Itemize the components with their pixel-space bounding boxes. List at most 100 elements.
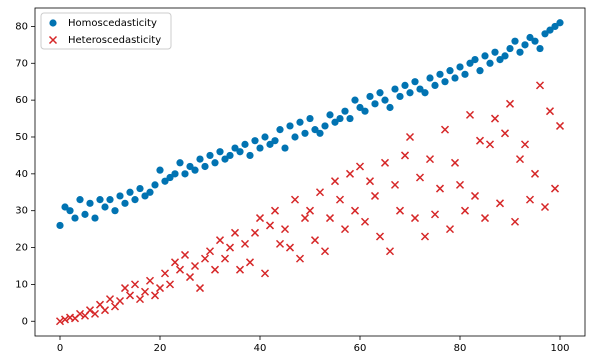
x-marker (355, 162, 365, 171)
x-marker (485, 140, 495, 149)
point (281, 144, 289, 152)
point (391, 85, 399, 93)
x-marker (475, 136, 485, 145)
x-marker (175, 265, 185, 274)
point (526, 33, 534, 42)
x-marker (48, 35, 58, 45)
point (411, 78, 419, 86)
x-marker (180, 250, 190, 259)
x-marker (365, 177, 375, 186)
x-marker (405, 132, 415, 142)
x-tick-label: 20 (154, 343, 167, 354)
x-marker (515, 155, 525, 164)
point (91, 214, 99, 222)
x-marker (375, 232, 385, 241)
point (221, 155, 229, 163)
x-marker (255, 214, 265, 223)
x-marker (190, 261, 200, 271)
x-marker (160, 269, 170, 278)
x-marker (195, 284, 205, 293)
x-marker (340, 225, 350, 234)
point (516, 48, 524, 56)
x-marker (135, 295, 145, 304)
x-marker (410, 214, 420, 223)
point (61, 203, 69, 211)
x-marker (245, 258, 255, 267)
point (431, 81, 439, 89)
point (296, 118, 304, 126)
x-marker (325, 214, 335, 223)
point (521, 41, 529, 49)
point (236, 148, 244, 156)
x-marker (530, 169, 540, 178)
x-marker (280, 225, 290, 234)
point (241, 140, 249, 148)
point (111, 207, 119, 215)
x-marker (220, 254, 230, 263)
x-marker (400, 151, 410, 160)
point (166, 173, 174, 182)
x-marker (215, 236, 225, 245)
x-marker (465, 110, 475, 119)
point (76, 196, 84, 204)
y-tick-label: 0 (22, 316, 28, 327)
x-marker (395, 206, 405, 215)
point (226, 151, 234, 160)
x-marker (390, 180, 400, 189)
point (451, 74, 459, 82)
point (121, 199, 129, 207)
x-marker (435, 184, 445, 193)
point (326, 111, 334, 119)
x-marker (540, 202, 550, 212)
point (266, 140, 274, 148)
x-marker (415, 173, 425, 182)
y-tick-label: 60 (15, 95, 28, 106)
point (141, 192, 149, 200)
point (126, 188, 134, 196)
y-tick-label: 20 (15, 243, 28, 254)
point (356, 103, 364, 112)
point (421, 89, 429, 97)
x-marker (450, 158, 460, 167)
point (401, 81, 409, 89)
point (546, 26, 554, 34)
point (286, 122, 294, 130)
x-marker (520, 140, 530, 149)
x-marker (295, 254, 305, 263)
x-tick-label: 60 (354, 343, 367, 354)
point (406, 89, 414, 97)
x-marker (360, 217, 370, 226)
point (211, 159, 219, 167)
point (216, 148, 224, 156)
point (136, 184, 144, 193)
x-marker (495, 199, 505, 208)
legend: Homoscedasticity Heteroscedasticity (40, 12, 172, 50)
point (366, 92, 374, 101)
x-marker (90, 309, 100, 318)
point (206, 151, 214, 160)
point (106, 196, 114, 204)
x-marker (345, 169, 355, 178)
point (361, 107, 369, 115)
point (551, 22, 559, 31)
x-marker (480, 214, 490, 223)
point (471, 55, 479, 64)
x-marker (145, 276, 155, 285)
x-marker (225, 243, 235, 252)
point (71, 214, 79, 222)
x-marker (125, 291, 135, 300)
point (316, 129, 324, 137)
x-marker (510, 217, 520, 226)
x-marker (200, 254, 210, 263)
x-marker (350, 206, 360, 215)
point (486, 59, 494, 67)
point (506, 44, 514, 53)
x-tick-label: 40 (254, 343, 267, 354)
x-marker (170, 258, 180, 267)
x-marker (555, 121, 565, 130)
x-marker (420, 232, 430, 241)
point (49, 19, 57, 27)
x-marker (310, 236, 320, 245)
x-marker (240, 239, 250, 248)
